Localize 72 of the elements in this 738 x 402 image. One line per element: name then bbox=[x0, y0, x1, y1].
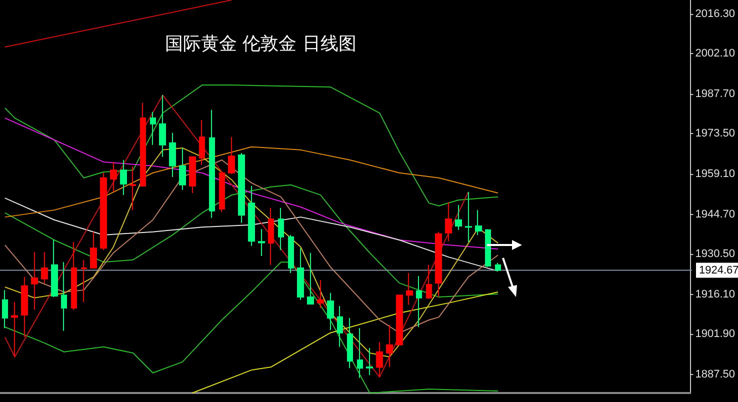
y-tick-label: 1959.10 bbox=[695, 168, 736, 180]
candlestick bbox=[278, 207, 284, 251]
candlestick bbox=[159, 94, 166, 158]
candlestick bbox=[90, 231, 97, 268]
candlestick bbox=[396, 294, 403, 346]
candlestick bbox=[199, 120, 205, 166]
y-tick-label: 1916.10 bbox=[695, 288, 736, 300]
candlestick bbox=[31, 252, 38, 310]
candlestick bbox=[100, 172, 107, 251]
line-series bbox=[4, 159, 498, 334]
candlestick bbox=[317, 279, 324, 308]
candlestick bbox=[21, 276, 28, 338]
candlestick bbox=[386, 324, 393, 368]
candlestick bbox=[495, 262, 501, 272]
y-tick-label: 2016.30 bbox=[695, 8, 736, 20]
candlestick bbox=[51, 239, 58, 298]
candlestick bbox=[307, 252, 314, 305]
y-tick-label: 1944.70 bbox=[695, 208, 736, 220]
line-series bbox=[4, 184, 498, 298]
candlestick bbox=[268, 207, 274, 266]
line-series bbox=[4, 84, 498, 206]
y-tick-label: 1987.70 bbox=[695, 88, 736, 100]
candlestick bbox=[347, 318, 353, 369]
candlestick bbox=[445, 201, 452, 242]
candlestick bbox=[366, 347, 373, 376]
y-tick-label: 1973.50 bbox=[695, 128, 736, 140]
candlestick bbox=[219, 172, 225, 213]
line-series bbox=[4, 147, 498, 358]
candlestick bbox=[189, 156, 196, 194]
candlestick bbox=[140, 102, 146, 187]
candlestick bbox=[357, 328, 363, 378]
candlestick bbox=[41, 252, 48, 284]
candlestick bbox=[376, 342, 383, 378]
line-series bbox=[4, 262, 498, 394]
candlestick bbox=[426, 264, 432, 300]
candlestick bbox=[258, 228, 265, 256]
candlestick bbox=[11, 302, 18, 358]
y-tick-label: 1930.50 bbox=[695, 248, 736, 260]
candlestick bbox=[228, 136, 235, 174]
candlestick bbox=[248, 186, 255, 246]
line-series bbox=[4, 198, 498, 272]
candlestick bbox=[337, 306, 343, 348]
candlestick bbox=[416, 276, 422, 328]
candlestick bbox=[110, 161, 117, 192]
candlestick bbox=[485, 228, 491, 268]
candlestick bbox=[465, 191, 472, 242]
ref-line-label: 1924.67 bbox=[699, 264, 738, 276]
candlestick bbox=[2, 290, 8, 329]
candlestick bbox=[297, 248, 304, 300]
candlestick bbox=[327, 292, 334, 331]
candlestick bbox=[209, 109, 215, 218]
candlestick bbox=[169, 132, 176, 178]
candlestick bbox=[475, 210, 482, 236]
candlestick bbox=[71, 241, 77, 310]
line-series bbox=[192, 292, 498, 394]
y-tick-label: 1887.50 bbox=[695, 368, 736, 380]
candlestick bbox=[288, 234, 294, 274]
text: 国际黄金 伦敦金 日线图 bbox=[165, 34, 356, 54]
candlestick bbox=[455, 204, 462, 230]
candlestick bbox=[120, 159, 127, 196]
y-tick-label: 2002.10 bbox=[695, 48, 736, 60]
line-series bbox=[4, 146, 498, 218]
candlestick bbox=[81, 259, 87, 303]
y-tick-label: 1901.90 bbox=[695, 328, 736, 340]
candlestick bbox=[179, 147, 186, 190]
candlestick bbox=[130, 166, 136, 211]
candlestick bbox=[150, 111, 156, 146]
candlestick bbox=[406, 272, 413, 306]
candlestick bbox=[61, 262, 67, 332]
candlestick bbox=[238, 152, 245, 224]
candlestick bbox=[435, 231, 442, 298]
line-series bbox=[4, 118, 498, 250]
